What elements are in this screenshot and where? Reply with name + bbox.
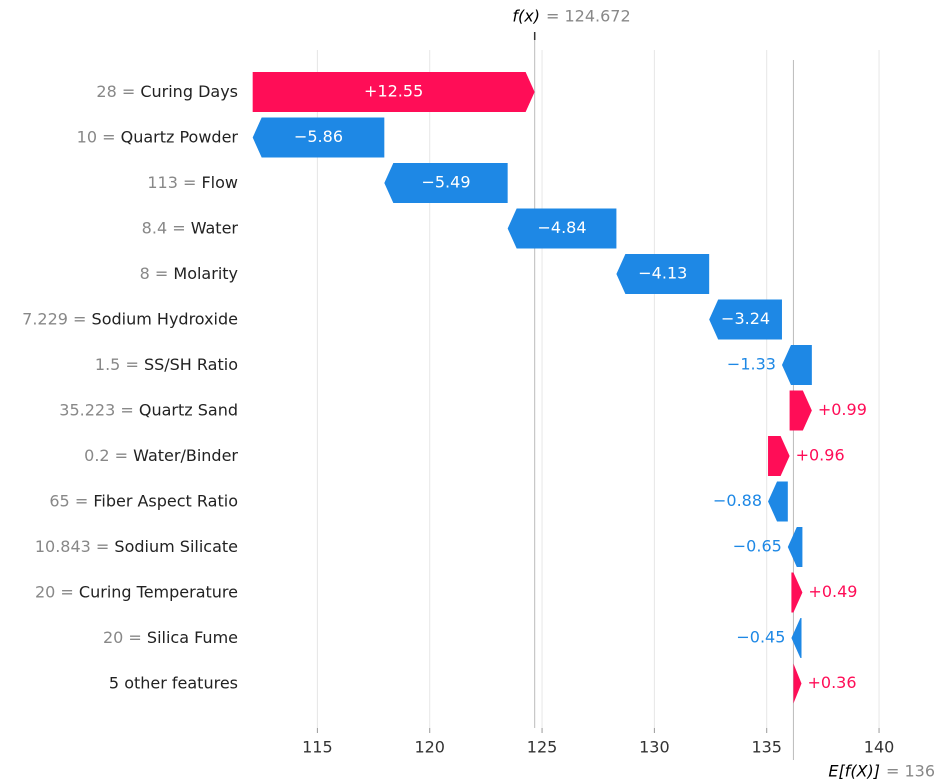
feature-label: 35.223 = Quartz Sand bbox=[59, 400, 238, 419]
feature-label: 8 = Molarity bbox=[140, 264, 238, 283]
feature-label: 65 = Fiber Aspect Ratio bbox=[49, 491, 238, 510]
feature-label: 5 other features bbox=[109, 673, 238, 692]
bar bbox=[507, 208, 617, 249]
bar bbox=[789, 390, 812, 431]
feature-value: 28 = bbox=[96, 82, 135, 101]
feature-value: 20 = bbox=[103, 628, 142, 647]
x-tick-label: 120 bbox=[414, 738, 445, 757]
bar bbox=[616, 254, 710, 294]
feature-name: 5 other features bbox=[109, 673, 238, 692]
feature-name: Quartz Sand bbox=[139, 400, 238, 419]
value-label: −3.24 bbox=[721, 309, 770, 328]
bar bbox=[791, 572, 803, 613]
feature-label: 7.229 = Sodium Hydroxide bbox=[22, 309, 238, 328]
bar bbox=[768, 436, 790, 476]
feature-name: Sodium Silicate bbox=[114, 537, 238, 556]
bar bbox=[252, 117, 385, 158]
bar bbox=[781, 345, 812, 385]
value-label: −5.86 bbox=[294, 127, 343, 146]
bar bbox=[384, 163, 508, 203]
x-tick-label: 115 bbox=[302, 738, 333, 757]
feature-name: Quartz Powder bbox=[121, 127, 239, 146]
feature-label: 0.2 = Water/Binder bbox=[84, 446, 238, 465]
value-label: +0.36 bbox=[808, 673, 857, 692]
value-label: +12.55 bbox=[364, 82, 423, 101]
feature-label: 28 = Curing Days bbox=[96, 82, 238, 101]
feature-label: 8.4 = Water bbox=[142, 218, 239, 237]
feature-value: 20 = bbox=[35, 582, 74, 601]
feature-label: 20 = Silica Fume bbox=[103, 628, 238, 647]
value-label: −0.45 bbox=[736, 628, 785, 647]
value-label: +0.96 bbox=[796, 446, 845, 465]
feature-name: Sodium Hydroxide bbox=[92, 309, 238, 328]
feature-name: Curing Days bbox=[140, 82, 238, 101]
value-label: −0.65 bbox=[733, 537, 782, 556]
feature-value: 0.2 = bbox=[84, 446, 128, 465]
value-label: +0.99 bbox=[818, 400, 867, 419]
value-label: −5.49 bbox=[421, 173, 470, 192]
fx-value: = 124.672 bbox=[546, 7, 631, 26]
feature-value: 7.229 = bbox=[22, 309, 86, 328]
feature-value: 1.5 = bbox=[95, 355, 139, 374]
base-value: = 136.189 bbox=[886, 762, 935, 781]
feature-label: 1.5 = SS/SH Ratio bbox=[95, 355, 238, 374]
bar bbox=[252, 72, 535, 112]
feature-name: Silica Fume bbox=[147, 628, 238, 647]
value-label: −4.13 bbox=[638, 264, 687, 283]
x-tick-label: 135 bbox=[751, 738, 782, 757]
feature-name: Water bbox=[191, 218, 239, 237]
feature-value: 8.4 = bbox=[142, 218, 186, 237]
feature-value: 8 = bbox=[140, 264, 169, 283]
feature-name: SS/SH Ratio bbox=[144, 355, 238, 374]
feature-value: 113 = bbox=[147, 173, 196, 192]
bar bbox=[709, 299, 782, 340]
feature-name: Flow bbox=[201, 173, 238, 192]
feature-label: 10.843 = Sodium Silicate bbox=[35, 537, 238, 556]
base-label: E[f(X)] bbox=[828, 762, 880, 781]
value-label: −0.88 bbox=[713, 491, 762, 510]
x-tick-label: 140 bbox=[864, 738, 895, 757]
bar bbox=[787, 527, 803, 567]
feature-label: 10 = Quartz Powder bbox=[77, 127, 239, 146]
bar bbox=[791, 618, 802, 658]
feature-value: 10.843 = bbox=[35, 537, 109, 556]
feature-label: 20 = Curing Temperature bbox=[35, 582, 238, 601]
value-label: −4.84 bbox=[538, 218, 587, 237]
feature-label: 113 = Flow bbox=[147, 173, 238, 192]
bar bbox=[768, 481, 788, 522]
value-label: +0.49 bbox=[808, 582, 857, 601]
feature-name: Curing Temperature bbox=[79, 582, 238, 601]
feature-value: 65 = bbox=[49, 491, 88, 510]
bar bbox=[793, 663, 802, 704]
fx-label: f(x) bbox=[512, 7, 540, 26]
feature-name: Fiber Aspect Ratio bbox=[93, 491, 238, 510]
feature-name: Molarity bbox=[173, 264, 238, 283]
feature-name: Water/Binder bbox=[133, 446, 238, 465]
x-tick-label: 125 bbox=[527, 738, 558, 757]
value-label: −1.33 bbox=[727, 355, 776, 374]
feature-value: 10 = bbox=[77, 127, 116, 146]
feature-value: 35.223 = bbox=[59, 400, 133, 419]
x-tick-label: 130 bbox=[639, 738, 670, 757]
